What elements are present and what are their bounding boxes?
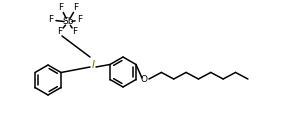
Text: F: F [58, 27, 63, 37]
Text: F: F [72, 27, 78, 37]
Text: O: O [140, 75, 147, 84]
Text: Sb: Sb [62, 18, 74, 26]
Text: I: I [91, 60, 94, 70]
Text: F: F [58, 4, 63, 13]
Text: F: F [49, 15, 54, 24]
Text: F: F [78, 15, 83, 24]
Text: F: F [73, 4, 79, 13]
